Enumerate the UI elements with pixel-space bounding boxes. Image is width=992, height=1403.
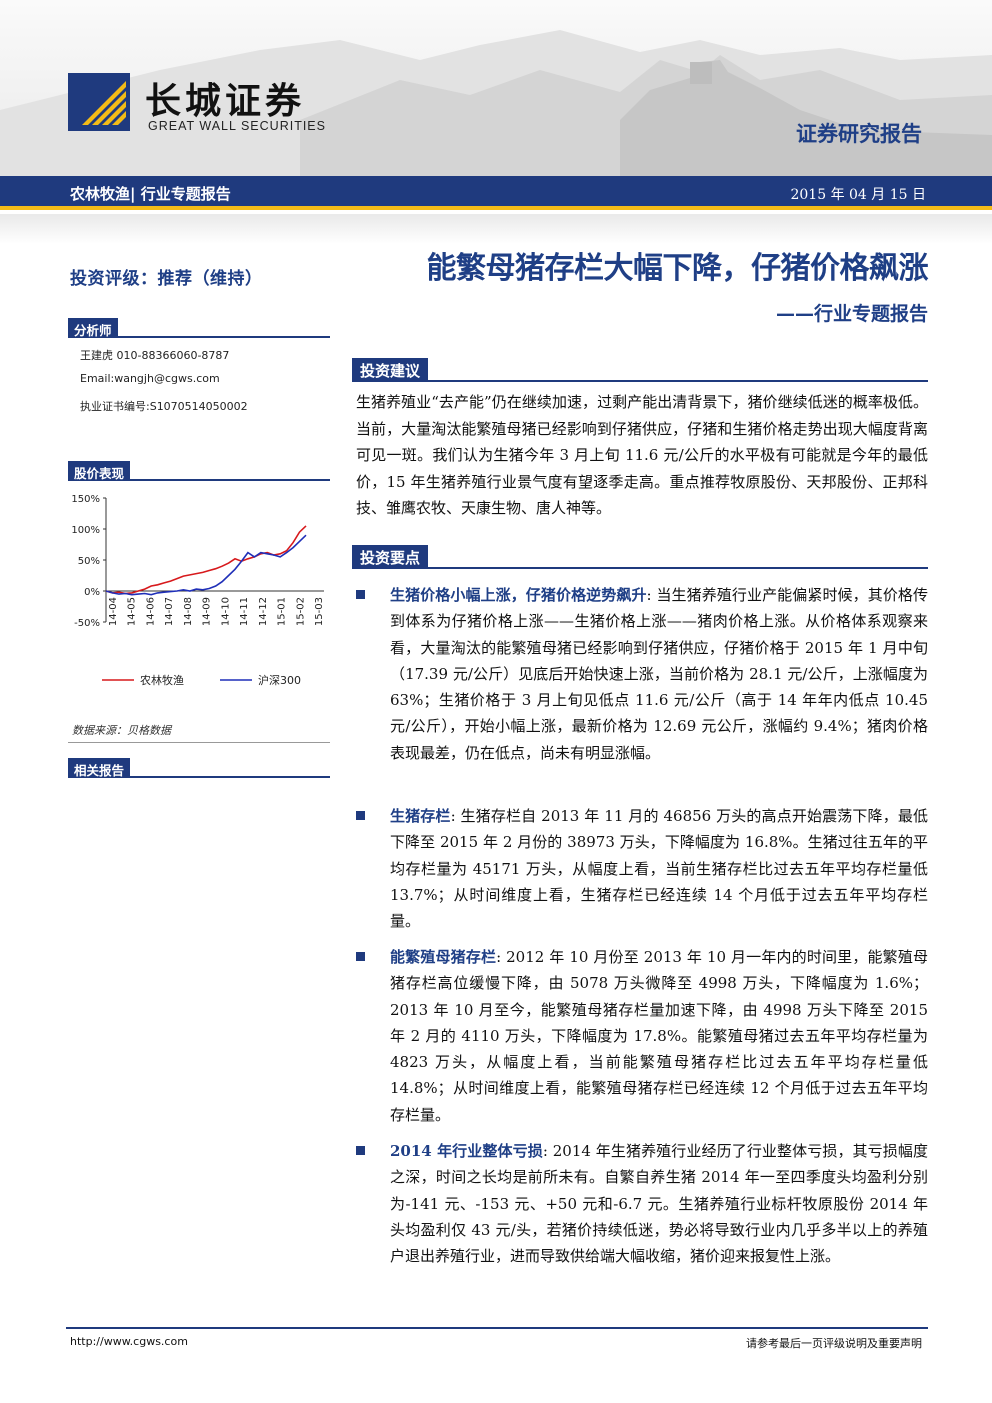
investment-rating: 投资评级：推荐（维持） — [70, 269, 263, 289]
footer-url-link[interactable]: http://www.cgws.com — [70, 1335, 188, 1348]
point-text: 生猪存栏: 生猪存栏自 2013 年 11 月的 46856 万头的高点开始震荡… — [390, 803, 928, 934]
y-tick-label: 0% — [84, 587, 100, 598]
point-text: 生猪价格小幅上涨，仔猪价格逆势飙升: 当生猪养殖行业产能偏紧时候，其价格传到体系… — [390, 582, 928, 766]
great-wall-logo-icon — [68, 73, 130, 131]
point-text: 能繁殖母猪存栏: 2012 年 10 月份至 2013 年 10 月一年内的时间… — [390, 944, 928, 1128]
x-tick-label: 14-12 — [258, 597, 269, 626]
point-body: : 2014 年生猪养殖行业经历了行业整体亏损，其亏损幅度之深，时间之长均是前所… — [390, 1142, 928, 1266]
report-date: 2015 年 04 月 15 日 — [790, 187, 926, 203]
report-title: 能繁母猪存栏大幅下降，仔猪价格飙涨 — [426, 251, 929, 286]
y-tick-label: -50% — [74, 618, 100, 629]
analyst-certificate: 执业证书编号:S1070514050002 — [80, 400, 248, 413]
x-tick-label: 14-09 — [202, 597, 213, 626]
footer-divider — [66, 1327, 928, 1329]
x-tick-label: 15-01 — [277, 597, 288, 626]
performance-chart-svg: 150% 100% 50% 0% -50% 14-04 14-05 14-06 14-07 14-… — [71, 494, 325, 687]
related-section-header: 相关报告 — [68, 758, 330, 778]
bullet-square-icon — [356, 952, 365, 961]
legend-label: 农林牧渔 — [140, 673, 184, 687]
stock-performance-chart: 150% 100% 50% 0% -50% 14-04 14-05 14-06 14-07 14-… — [66, 486, 332, 698]
point-heading: 生猪价格小幅上涨，仔猪价格逆势飙升 — [390, 586, 647, 604]
x-tick-label: 14-11 — [239, 597, 250, 626]
category-label: 农林牧渔| 行业专题报告 — [70, 185, 231, 203]
x-tick-label: 14-07 — [164, 597, 175, 626]
x-tick-label: 14-06 — [145, 597, 156, 626]
point-body: : 2012 年 10 月份至 2013 年 10 月一年内的时间里，能繁殖母猪… — [390, 948, 928, 1124]
footer-disclaimer: 请参考最后一页评级说明及重要声明 — [746, 1337, 922, 1350]
y-tick-label: 100% — [71, 525, 100, 536]
price-section-header: 股价表现 — [68, 461, 330, 481]
analyst-section-header: 分析师 — [68, 318, 330, 338]
great-wall-background — [0, 30, 992, 176]
report-type-label: 证券研究报告 — [796, 122, 922, 146]
logo-text-en: GREAT WALL SECURITIES — [148, 119, 326, 133]
advice-section-header: 投资建议 — [352, 358, 928, 382]
advice-paragraph: 生猪养殖业“去产能”仍在继续加速，过剩产能出清背景下，猪价继续低迷的概率极低。当… — [356, 393, 928, 518]
points-label: 投资要点 — [352, 545, 429, 569]
point-body: : 当生猪养殖行业产能偏紧时候，其价格传到体系为仔猪价格上涨——生猪价格上涨——… — [390, 586, 928, 762]
y-tick-label: 150% — [71, 494, 100, 505]
point-heading: 能繁殖母猪存栏 — [390, 948, 497, 966]
bullet-square-icon — [356, 811, 365, 820]
x-tick-label: 14-05 — [127, 597, 138, 626]
report-subtitle: ——行业专题报告 — [775, 303, 928, 325]
points-section-header: 投资要点 — [352, 545, 928, 569]
bullet-square-icon — [356, 1146, 365, 1155]
price-label: 股价表现 — [68, 461, 131, 481]
analyst-name: 王建虎 010-88366060-8787 — [80, 349, 230, 362]
x-tick-label: 14-04 — [108, 597, 119, 626]
sidebar-divider — [68, 742, 330, 743]
x-tick-label: 14-08 — [183, 597, 194, 626]
x-tick-label: 15-02 — [295, 597, 306, 626]
x-tick-label: 15-03 — [314, 597, 325, 626]
header-banner: 长城证券 GREAT WALL SECURITIES 证券研究报告 — [0, 0, 992, 176]
advice-label: 投资建议 — [352, 358, 429, 382]
data-source-note: 数据来源：贝格数据 — [72, 724, 171, 737]
point-heading: 生猪存栏 — [390, 807, 451, 825]
related-label: 相关报告 — [68, 758, 131, 778]
bullet-square-icon — [356, 590, 365, 599]
analyst-email[interactable]: Email:wangjh@cgws.com — [80, 372, 220, 385]
point-body: : 生猪存栏自 2013 年 11 月的 46856 万头的高点开始震荡下降，最… — [390, 807, 928, 931]
logo-text-cn: 长城证券 — [145, 80, 306, 122]
y-tick-label: 50% — [78, 556, 100, 567]
point-text: 2014 年行业整体亏损: 2014 年生猪养殖行业经历了行业整体亏损，其亏损幅… — [390, 1138, 928, 1269]
category-bar: 农林牧渔| 行业专题报告 2015 年 04 月 15 日 — [0, 176, 992, 210]
point-heading: 2014 年行业整体亏损 — [390, 1142, 543, 1160]
header-fade-bar — [0, 214, 992, 244]
series-line — [105, 534, 307, 596]
series-line — [105, 525, 307, 595]
legend-label: 沪深300 — [258, 673, 301, 687]
x-tick-label: 14-10 — [220, 597, 231, 626]
analyst-label: 分析师 — [68, 318, 118, 338]
